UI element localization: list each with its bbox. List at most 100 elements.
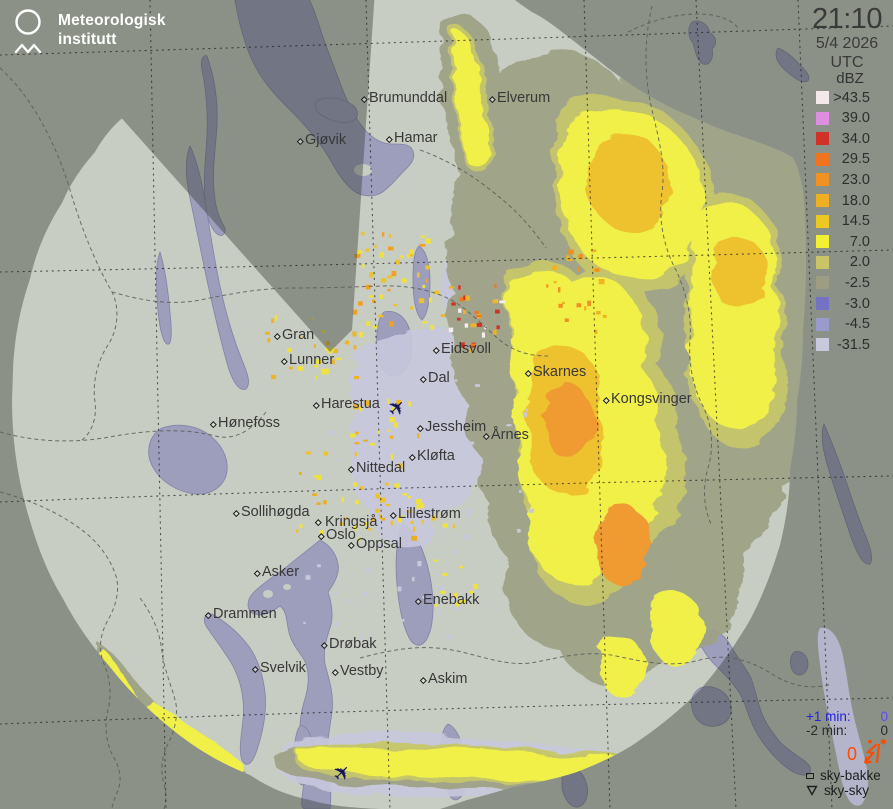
lake-right-edge-light — [817, 627, 869, 806]
legend-swatch — [816, 111, 829, 125]
legend-value: 34.0 — [841, 130, 870, 147]
legend-swatch — [816, 276, 829, 290]
meridian — [149, 0, 167, 809]
legend-entry: >43.5 — [816, 90, 870, 105]
drammensfjord — [204, 613, 266, 765]
legend-entry: 18.0 — [816, 193, 870, 208]
legend-value: 29.5 — [841, 151, 870, 168]
city-name: Vestby — [340, 663, 384, 679]
legend-swatch — [816, 173, 829, 187]
legend-value: 39.0 — [841, 110, 870, 127]
meridian — [695, 0, 737, 809]
legend-swatch — [816, 317, 829, 331]
city-name: Skarnes — [533, 364, 587, 380]
date-display: 5/4 2026 — [815, 35, 879, 52]
org-name-line1: Meteorologisk — [58, 12, 166, 29]
minus2-value: 0 — [880, 723, 888, 738]
sky-bakke-label: sky-bakke — [820, 768, 881, 783]
marker-row-sky-bakke: sky-bakke — [806, 768, 888, 783]
city-name: Gjøvik — [305, 132, 347, 148]
legend-value: 2.0 — [849, 254, 870, 271]
plus1-label: +1 min: — [806, 709, 851, 724]
legend-entry: 7.0 — [816, 234, 870, 249]
city-name: Lillestrøm — [398, 506, 461, 522]
city-name: Brumunddal — [369, 90, 448, 106]
parallel — [0, 249, 893, 273]
city-name: Kringsjå — [325, 514, 378, 530]
legend-swatch — [816, 297, 829, 310]
lightning-icon — [864, 739, 887, 764]
city-name: Askim — [428, 671, 468, 687]
square-marker-icon — [806, 772, 814, 779]
sky-sky-label: sky-sky — [824, 783, 869, 798]
lake-mjosa-arm — [314, 97, 358, 123]
river-nw — [200, 55, 226, 236]
legend-value: 18.0 — [841, 192, 870, 209]
legend-entry: -3.0 — [816, 296, 870, 311]
legend-value: >43.5 — [833, 89, 870, 106]
lake-tyrifjorden — [148, 424, 228, 495]
city-name: Dal — [428, 370, 450, 386]
legend-value: -4.5 — [845, 316, 870, 333]
radar-speckles — [265, 231, 607, 641]
legend-swatch — [816, 152, 829, 166]
city-name: Sollihøgda — [241, 504, 310, 520]
city-name: Nittedal — [356, 460, 406, 476]
lake-ne2 — [775, 47, 810, 83]
legend-swatch — [816, 255, 829, 269]
lake-small-se — [790, 651, 809, 676]
city-name: Enebakk — [423, 592, 480, 608]
parallel — [0, 25, 893, 56]
legend-entry: 29.5 — [816, 152, 870, 167]
time-display: 21:10 — [811, 3, 883, 35]
legend-entry: 14.5 — [816, 214, 870, 229]
legend-entry: 2.0 — [816, 255, 870, 270]
legend-swatch — [816, 91, 829, 104]
precipitation-echoes — [93, 15, 806, 801]
met-institute-logo: Meteorologisk institutt — [10, 8, 166, 58]
plus1-value: 0 — [880, 709, 888, 724]
clock-block: 21:10 5/4 2026 UTC — [804, 4, 890, 72]
city-name: Kongsvinger — [611, 391, 692, 407]
lake-oyeren — [395, 523, 434, 646]
lake-mjosa — [234, 0, 415, 197]
city-name: Harestua — [321, 396, 380, 412]
org-name-line2: institutt — [58, 31, 117, 48]
parallel — [0, 697, 893, 725]
city-name: Elverum — [497, 90, 551, 106]
parallel — [0, 475, 893, 503]
lightning-row: 0 — [806, 739, 888, 768]
plus1-row: +1 min: 0 — [806, 710, 888, 724]
minus2-row: -2 min: 0 — [806, 724, 888, 738]
city-name: Eidsvoll — [441, 341, 491, 357]
minus2-label: -2 min: — [806, 723, 848, 738]
legend-entry: -31.5 — [816, 337, 870, 352]
city-name: Drammen — [213, 606, 277, 622]
city-name: Kløfta — [417, 448, 455, 464]
city-name: Svelvik — [260, 660, 306, 676]
legend-value: 7.0 — [849, 233, 870, 250]
legend-value: -31.5 — [836, 336, 870, 353]
city-name: Jessheim — [425, 419, 487, 435]
blanked-sector — [101, 0, 375, 352]
legend-unit-label: dBZ — [836, 70, 864, 87]
legend-value: 23.0 — [841, 171, 870, 188]
city-name: Hamar — [394, 130, 438, 146]
legend-entry: 23.0 — [816, 172, 870, 187]
meridian — [583, 0, 611, 809]
legend-value: 14.5 — [841, 213, 870, 230]
status-block: +1 min: 0 -2 min: 0 0 sky-bakk — [806, 710, 888, 798]
city-name: Drøbak — [329, 636, 377, 652]
legend-swatch — [816, 338, 829, 352]
legend-entry: -4.5 — [816, 317, 870, 332]
lake-e-edge — [821, 422, 872, 565]
city-name: Lunner — [289, 352, 335, 368]
city-name: Hønefoss — [218, 415, 281, 431]
city-name: Oslo — [326, 527, 356, 543]
legend-swatch — [816, 132, 829, 146]
lake-randsfjorden — [185, 145, 249, 390]
city-name: Årnes — [491, 427, 529, 443]
